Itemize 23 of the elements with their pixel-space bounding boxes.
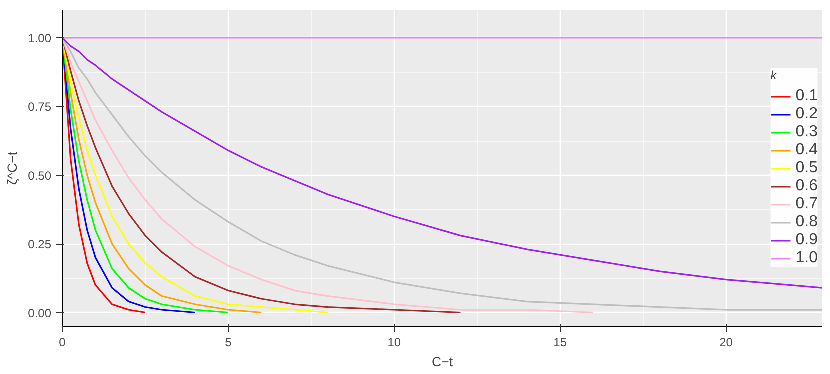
- y-tick-label: 1.00: [28, 31, 52, 46]
- legend-label: 0.5: [796, 160, 818, 178]
- y-tick-label: 0.75: [28, 100, 52, 114]
- x-tick-label: 15: [554, 336, 568, 350]
- x-tick-label: 0: [59, 336, 66, 350]
- legend-label: 0.9: [796, 232, 818, 250]
- legend-label: 0.6: [796, 178, 818, 196]
- legend-label: 1.0: [796, 250, 818, 268]
- x-tick-label: 20: [720, 336, 734, 350]
- legend-label: 0.4: [796, 142, 818, 160]
- legend-label: 0.2: [796, 106, 818, 124]
- legend-label: 0.8: [796, 214, 818, 232]
- x-tick-label: 10: [388, 336, 402, 350]
- y-tick-label: 0.00: [28, 306, 52, 320]
- legend-label: 0.7: [796, 196, 818, 214]
- legend-label: 0.1: [796, 88, 818, 106]
- y-axis-title: ζ^C−t: [5, 152, 20, 186]
- y-tick-label: 0.25: [28, 238, 52, 252]
- legend-label: 0.3: [796, 124, 818, 142]
- legend-title: k: [770, 68, 778, 82]
- x-tick-label: 5: [225, 336, 232, 350]
- y-tick-label: 0.50: [28, 168, 52, 183]
- x-axis-title: C−t: [432, 354, 454, 370]
